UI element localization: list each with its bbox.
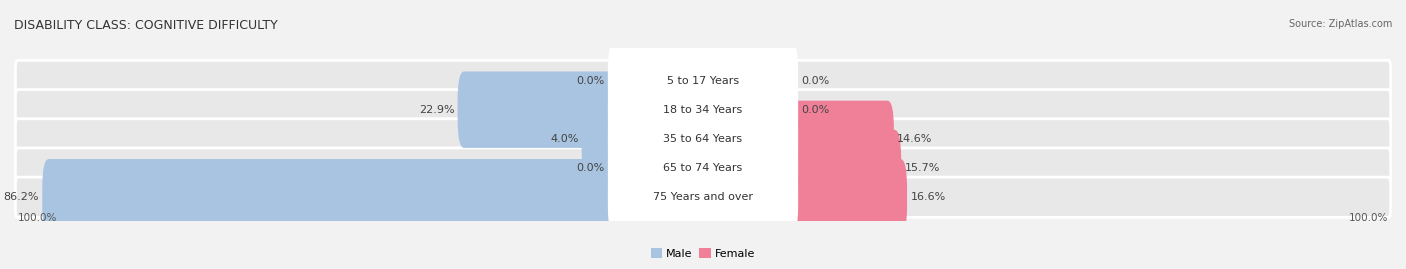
Text: 0.0%: 0.0% bbox=[576, 76, 605, 86]
Text: 100.0%: 100.0% bbox=[1350, 213, 1389, 223]
Text: 22.9%: 22.9% bbox=[419, 105, 454, 115]
FancyBboxPatch shape bbox=[607, 101, 799, 177]
Text: 0.0%: 0.0% bbox=[576, 163, 605, 173]
Text: 75 Years and over: 75 Years and over bbox=[652, 192, 754, 202]
Text: 0.0%: 0.0% bbox=[801, 76, 830, 86]
Text: 0.0%: 0.0% bbox=[801, 105, 830, 115]
FancyBboxPatch shape bbox=[607, 130, 799, 206]
FancyBboxPatch shape bbox=[785, 101, 894, 177]
FancyBboxPatch shape bbox=[15, 90, 1391, 130]
FancyBboxPatch shape bbox=[15, 119, 1391, 159]
FancyBboxPatch shape bbox=[15, 148, 1391, 188]
Text: 4.0%: 4.0% bbox=[550, 134, 578, 144]
Text: 16.6%: 16.6% bbox=[910, 192, 946, 202]
FancyBboxPatch shape bbox=[457, 72, 621, 148]
FancyBboxPatch shape bbox=[785, 159, 907, 235]
FancyBboxPatch shape bbox=[607, 159, 799, 235]
Text: 14.6%: 14.6% bbox=[897, 134, 932, 144]
Text: 100.0%: 100.0% bbox=[17, 213, 56, 223]
Legend: Male, Female: Male, Female bbox=[647, 244, 759, 263]
Text: 65 to 74 Years: 65 to 74 Years bbox=[664, 163, 742, 173]
FancyBboxPatch shape bbox=[607, 42, 799, 119]
Text: 86.2%: 86.2% bbox=[3, 192, 39, 202]
Text: 15.7%: 15.7% bbox=[904, 163, 939, 173]
Text: 5 to 17 Years: 5 to 17 Years bbox=[666, 76, 740, 86]
FancyBboxPatch shape bbox=[785, 130, 901, 206]
FancyBboxPatch shape bbox=[607, 72, 799, 148]
Text: Source: ZipAtlas.com: Source: ZipAtlas.com bbox=[1288, 19, 1392, 29]
Text: 18 to 34 Years: 18 to 34 Years bbox=[664, 105, 742, 115]
FancyBboxPatch shape bbox=[582, 101, 621, 177]
Text: 35 to 64 Years: 35 to 64 Years bbox=[664, 134, 742, 144]
FancyBboxPatch shape bbox=[15, 60, 1391, 101]
FancyBboxPatch shape bbox=[42, 159, 621, 235]
Text: DISABILITY CLASS: COGNITIVE DIFFICULTY: DISABILITY CLASS: COGNITIVE DIFFICULTY bbox=[14, 19, 278, 32]
FancyBboxPatch shape bbox=[15, 177, 1391, 217]
